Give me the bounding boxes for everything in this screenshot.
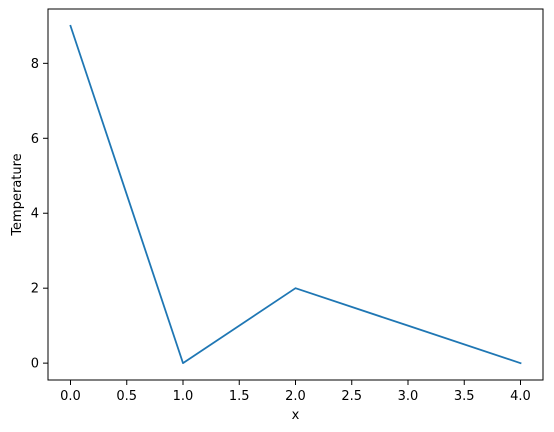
- y-tick-label: 0: [31, 357, 39, 372]
- series-layer: [69, 24, 522, 365]
- x-tick-label: 0.5: [116, 389, 137, 404]
- x-tick-label: 1.5: [229, 389, 250, 404]
- x-tick-label: 4.0: [510, 389, 531, 404]
- x-tick-label: 0.0: [60, 389, 81, 404]
- x-axis-ticks: 0.0 0.5 1.0 1.5 2.0 2.5 3.0 3.5 4.0: [60, 380, 531, 404]
- y-tick-label: 2: [31, 282, 39, 297]
- y-axis-label: Temperature: [10, 153, 25, 236]
- x-tick-label: 2.0: [285, 389, 306, 404]
- y-tick-label: 6: [31, 132, 39, 147]
- y-tick-label: 4: [31, 207, 39, 222]
- series-line: [69, 24, 522, 365]
- plot-area: [48, 9, 543, 380]
- y-tick-label: 8: [31, 57, 39, 72]
- x-tick-label: 3.5: [454, 389, 475, 404]
- x-tick-label: 2.5: [341, 389, 362, 404]
- y-axis-ticks: 0 2 4 6 8: [31, 57, 48, 372]
- plot-frame: [47, 8, 544, 381]
- x-axis-label: x: [292, 408, 300, 423]
- x-tick-label: 3.0: [398, 389, 419, 404]
- x-tick-label: 1.0: [173, 389, 194, 404]
